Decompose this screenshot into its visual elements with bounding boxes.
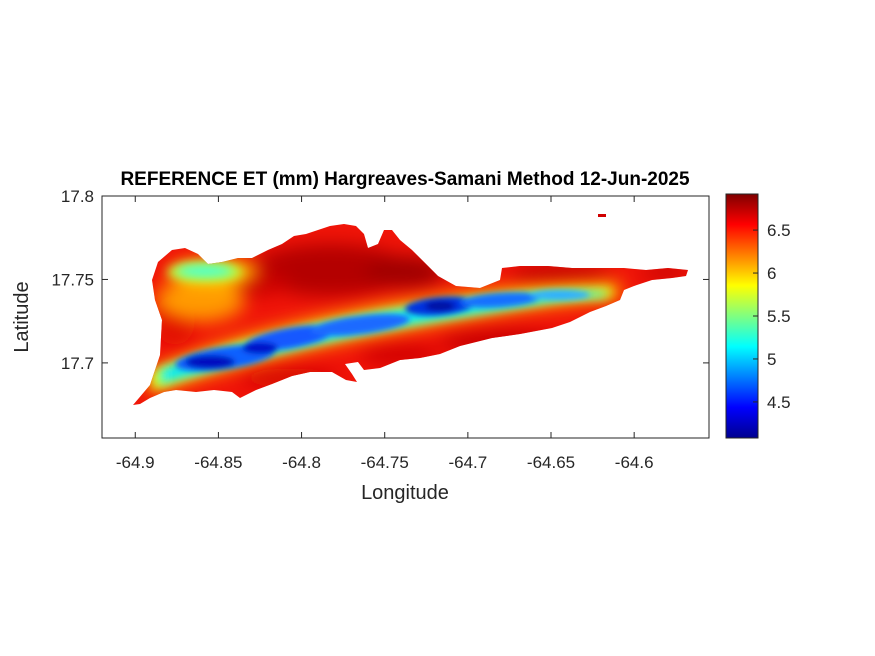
y-axis-label: Latitude — [11, 281, 33, 352]
cyan-valley-layer — [160, 265, 605, 385]
colorbar-tick-label: 6.5 — [767, 221, 791, 240]
colorbar — [725, 193, 759, 439]
y-tick-label: 17.75 — [51, 270, 94, 289]
x-tick-label: -64.65 — [527, 453, 575, 472]
chart-title: REFERENCE ET (mm) Hargreaves-Samani Meth… — [120, 169, 690, 190]
blue-core-layer — [175, 290, 590, 371]
x-tick-label: -64.7 — [448, 453, 487, 472]
y-tick-label: 17.8 — [61, 187, 94, 206]
colorbar-tick-label: 6 — [767, 264, 776, 283]
colorbar-ticks: 4.5 5 5.5 6 6.5 — [753, 221, 791, 412]
colorbar-tick-label: 4.5 — [767, 393, 791, 412]
x-tick-label: -64.8 — [282, 453, 321, 472]
colorbar-tick-label: 5 — [767, 350, 776, 369]
x-tick-label: -64.9 — [116, 453, 155, 472]
colorbar-tick-label: 5.5 — [767, 307, 791, 326]
y-tick-label: 17.7 — [61, 354, 94, 373]
islet — [598, 214, 606, 217]
x-axis-ticks: -64.9 -64.85 -64.8 -64.75 -64.7 -64.65 -64.6 — [116, 196, 654, 472]
x-tick-label: -64.75 — [361, 453, 409, 472]
x-tick-label: -64.85 — [194, 453, 242, 472]
y-axis-ticks: 17.7 17.75 17.8 — [51, 187, 709, 373]
x-axis-label: Longitude — [361, 482, 449, 504]
x-tick-label: -64.6 — [615, 453, 654, 472]
